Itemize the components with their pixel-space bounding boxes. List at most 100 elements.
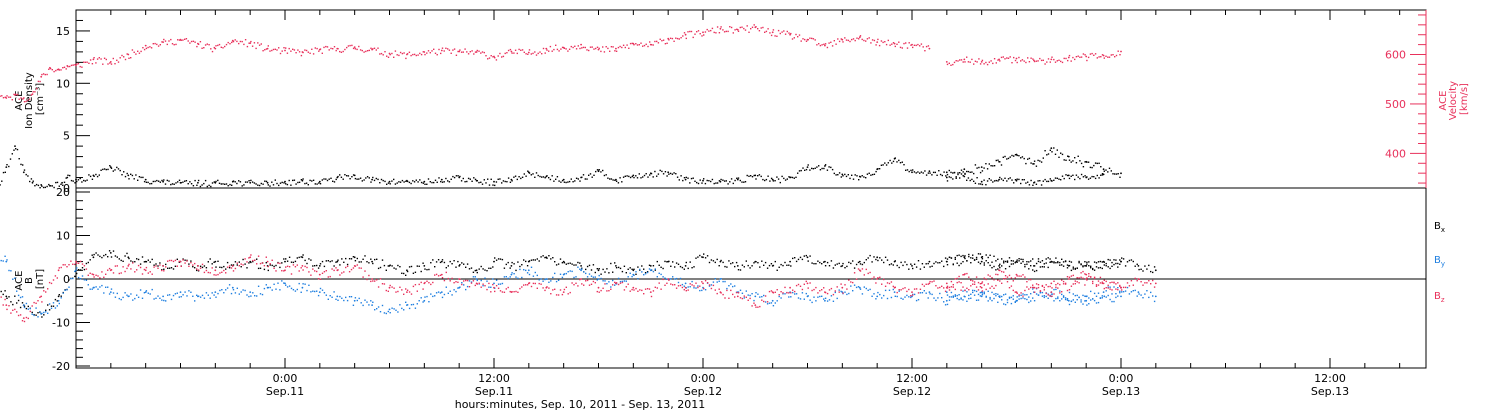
density-dot [995, 179, 997, 182]
velocity-dot [1086, 59, 1088, 62]
b-bz-late-dot [1113, 282, 1115, 284]
density-dot [858, 179, 860, 181]
b-bx-dot [656, 260, 658, 263]
b-bz-dot [37, 300, 39, 302]
velocity-dot [321, 52, 323, 54]
b-by-dot [112, 292, 115, 294]
b-bz-dot [329, 275, 331, 278]
b-bz-late-dot-point [980, 286, 983, 289]
density-dot [325, 178, 327, 180]
b-by-dot-point [858, 286, 861, 289]
b-bx-dot-point [440, 260, 443, 263]
b-bx-late-dot [997, 258, 999, 260]
velocity-dot [732, 32, 734, 34]
b-bx-dot [445, 267, 447, 269]
density-dot [406, 180, 409, 183]
velocity-dot [328, 49, 330, 51]
b-bz-dot [265, 256, 267, 258]
density-dot [896, 161, 898, 163]
velocity-dot [11, 99, 13, 101]
density-dot [1000, 178, 1003, 180]
velocity-dot [204, 44, 207, 46]
b-by-late-dot [1037, 294, 1040, 296]
b-bx-dot [625, 272, 627, 274]
density-dot [103, 168, 106, 170]
b-by-late-dot [1059, 290, 1061, 292]
velocity-dot [969, 61, 971, 63]
density-dot [1018, 178, 1020, 181]
b-bx-dot [122, 260, 124, 262]
b-bz-dot [1024, 289, 1026, 292]
b-by-dot [679, 277, 682, 280]
b-bx-dot [554, 261, 556, 263]
b-bz-dot [391, 286, 393, 288]
b-by-dot [921, 292, 924, 294]
b-bx-late-dot-point [1120, 260, 1122, 263]
velocity-dot-point [1102, 54, 1105, 57]
x-tick-time-label: 12:00 [896, 372, 928, 385]
density-dot [976, 167, 978, 169]
b-bx-dot [538, 260, 540, 262]
b-bz-dot [1109, 288, 1111, 290]
b-by-dot [420, 297, 422, 299]
b-bx-dot [1126, 261, 1129, 263]
b-by-dot [569, 270, 571, 272]
b-bx-dot [416, 265, 418, 267]
velocity-dot [187, 40, 189, 42]
b-bx-dot [449, 260, 451, 263]
velocity-dot [333, 46, 336, 48]
b-by-dot-point [127, 295, 130, 298]
density-dot [612, 179, 614, 181]
b-bx-late-dot [966, 260, 968, 262]
velocity-dot [501, 56, 503, 58]
b-bz-dot [368, 274, 370, 277]
b-by-dot [625, 280, 627, 282]
b-bz-dot [515, 290, 517, 293]
b-bz-dot [898, 289, 900, 291]
b-bz-dot [346, 265, 349, 267]
b-by-dot [997, 293, 999, 295]
velocity-dot-point [440, 49, 443, 52]
b-bx-dot-point [336, 260, 339, 263]
b-bx-dot [697, 256, 699, 258]
velocity-dot [260, 43, 262, 45]
b-bz-dot [532, 282, 535, 285]
b-bx-dot [35, 314, 37, 316]
density-dot [609, 178, 611, 180]
b-bz-dot [451, 277, 453, 280]
density-dot [891, 162, 893, 164]
velocity-dot [572, 46, 574, 49]
density-dot [607, 177, 609, 179]
b-by-dot [902, 298, 904, 300]
velocity-dot [662, 39, 665, 41]
b-bx-dot [439, 261, 442, 264]
b-bx-dot [943, 265, 945, 268]
density-dot [1020, 182, 1022, 185]
velocity-dot [546, 49, 548, 51]
b-bz-dot-point [22, 317, 25, 319]
density-dot [875, 170, 877, 173]
velocity-dot-point [998, 58, 1000, 61]
b-bx-dot [45, 309, 47, 311]
b-bz-dot [892, 285, 894, 288]
density-dot [185, 180, 188, 182]
b-bx-dot [515, 269, 517, 272]
velocity-dot [20, 97, 22, 99]
b-bz-dot [201, 263, 204, 266]
b-bz-dot [1037, 284, 1040, 286]
b-bz-dot [569, 291, 571, 294]
b-bz-dot [770, 290, 773, 292]
b-bx-dot-point [510, 265, 513, 267]
density-dot-point [771, 178, 774, 181]
b-by-dot [437, 291, 440, 293]
velocity-dot [809, 37, 811, 39]
b-by-dot [834, 291, 836, 294]
density-dot [1096, 162, 1098, 165]
b-by-dot [298, 282, 300, 285]
velocity-dot [948, 62, 950, 64]
b-by-dot [376, 308, 378, 310]
density-dot [610, 178, 613, 180]
b-bx-late-dot [1119, 263, 1121, 265]
velocity-dot [224, 45, 226, 48]
b-bz-late-dot [1024, 276, 1026, 278]
